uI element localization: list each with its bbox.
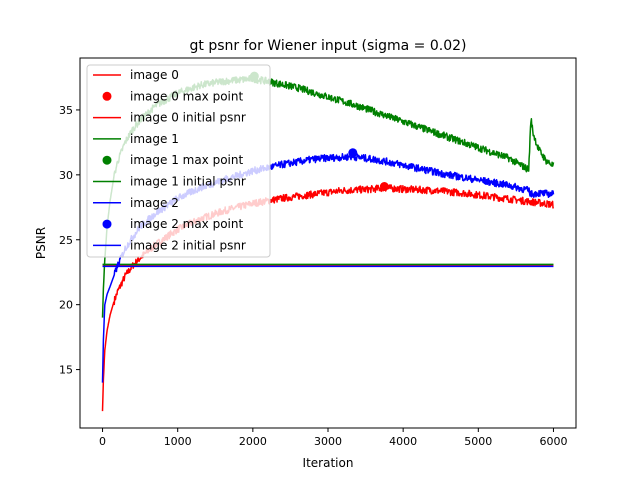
legend-label: image 2 max point — [130, 217, 243, 231]
legend-label: image 0 — [130, 68, 179, 82]
x-tick-label: 2000 — [239, 435, 267, 448]
image-0-max-point-marker — [379, 182, 389, 192]
legend-items: image 0 image 0 max point image 0 initial … — [93, 68, 246, 252]
legend-label: image 2 initial psnr — [130, 238, 246, 252]
x-tick-label: 6000 — [539, 435, 567, 448]
image-2-max-point-marker — [348, 148, 358, 158]
y-axis-ticks: 15 20 25 30 35 — [59, 104, 80, 377]
legend: image 0 image 0 max point image 0 initial … — [86, 64, 271, 258]
legend-marker — [102, 91, 112, 101]
chart-title: gt psnr for Wiener input (sigma = 0.02) — [190, 38, 467, 54]
y-tick-label: 25 — [59, 234, 73, 247]
legend-label: image 0 initial psnr — [130, 111, 246, 125]
x-tick-label: 4000 — [389, 435, 417, 448]
x-axis-label: Iteration — [303, 456, 354, 470]
legend-label: image 1 initial psnr — [130, 175, 246, 189]
legend-label: image 1 — [130, 132, 179, 146]
y-tick-label: 35 — [59, 104, 73, 117]
x-tick-label: 5000 — [464, 435, 492, 448]
x-tick-label: 1000 — [164, 435, 192, 448]
legend-box — [86, 64, 271, 258]
y-axis-label: PSNR — [34, 227, 48, 259]
legend-label: image 2 — [130, 196, 179, 210]
x-tick-label: 3000 — [314, 435, 342, 448]
y-tick-label: 15 — [59, 364, 73, 377]
legend-marker — [102, 155, 112, 165]
legend-label: image 1 max point — [130, 153, 243, 167]
y-tick-label: 20 — [59, 299, 73, 312]
legend-marker — [102, 219, 112, 229]
legend-label: image 0 max point — [130, 89, 243, 103]
x-tick-label: 0 — [99, 435, 106, 448]
x-axis-ticks: 0 1000 2000 3000 4000 5000 6000 — [99, 428, 567, 448]
y-tick-label: 30 — [59, 169, 73, 182]
